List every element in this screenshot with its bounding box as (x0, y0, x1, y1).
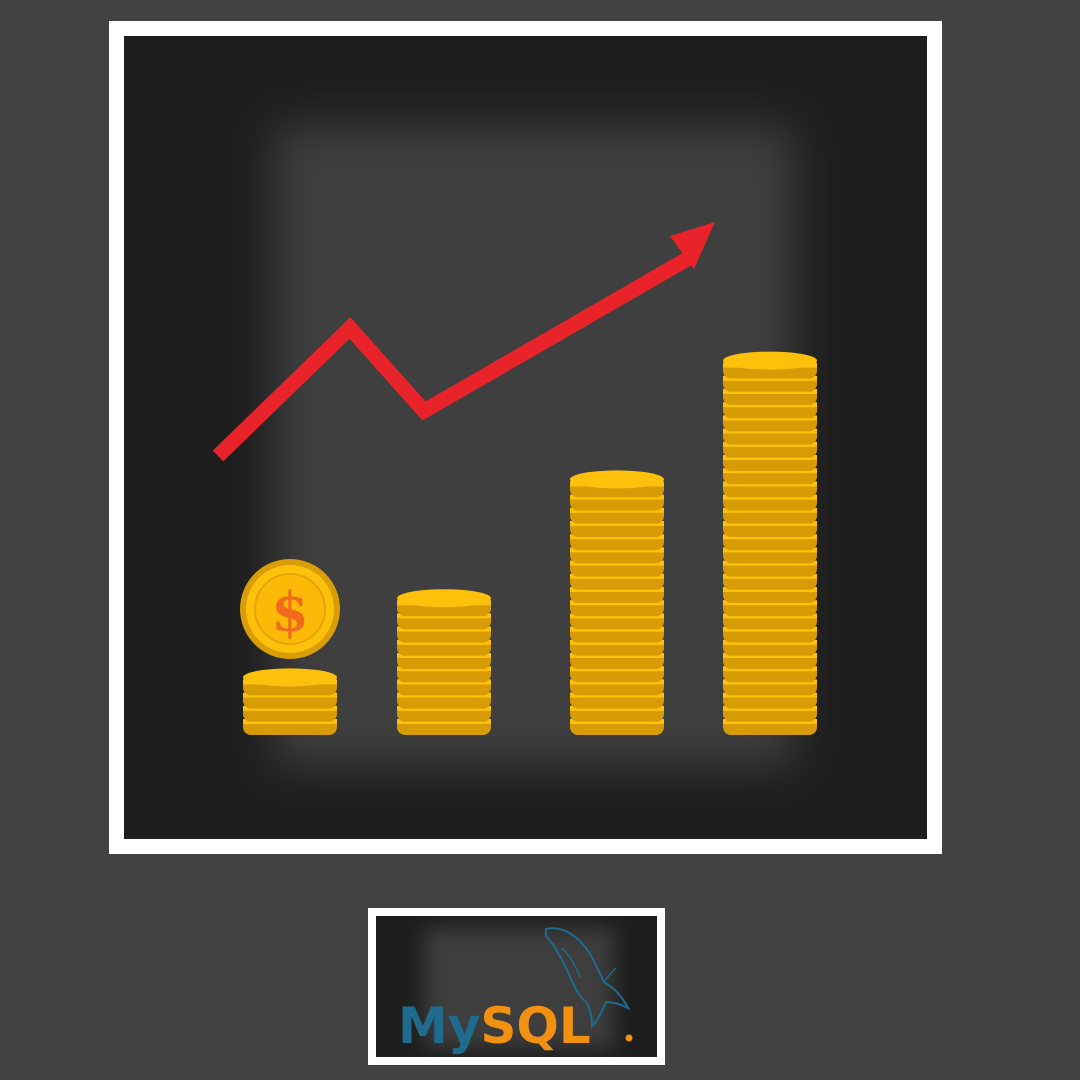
dolphin-icon (545, 927, 631, 1029)
coin-top (397, 589, 491, 608)
coin-stack-4 (723, 351, 817, 735)
logo-panel: MySQL (376, 916, 657, 1057)
logo-dot (625, 1034, 633, 1042)
dollar-symbol: $ (271, 580, 309, 644)
coin-top (723, 351, 817, 370)
illustration-panel: $ (124, 36, 927, 839)
logo-text-sql: SQL (480, 997, 590, 1055)
coin-stack-3 (570, 470, 664, 735)
logo-glow (424, 928, 614, 1048)
trend-arrow-icon (212, 222, 715, 462)
logo-text-my: My (398, 997, 480, 1055)
dollar-coin-icon: $ (240, 559, 340, 659)
logo-frame: MySQL (368, 908, 665, 1065)
coin-stacks (243, 351, 817, 735)
coin-stack-2 (397, 589, 491, 735)
svg-text:MySQL: MySQL (398, 997, 591, 1055)
mysql-logo: MySQL (398, 927, 633, 1055)
illustration-frame: $ (109, 21, 942, 854)
coin-top (243, 668, 337, 687)
coin-stack-1 (243, 668, 337, 735)
coin-top (570, 470, 664, 489)
growth-illustration: $ (212, 222, 817, 735)
